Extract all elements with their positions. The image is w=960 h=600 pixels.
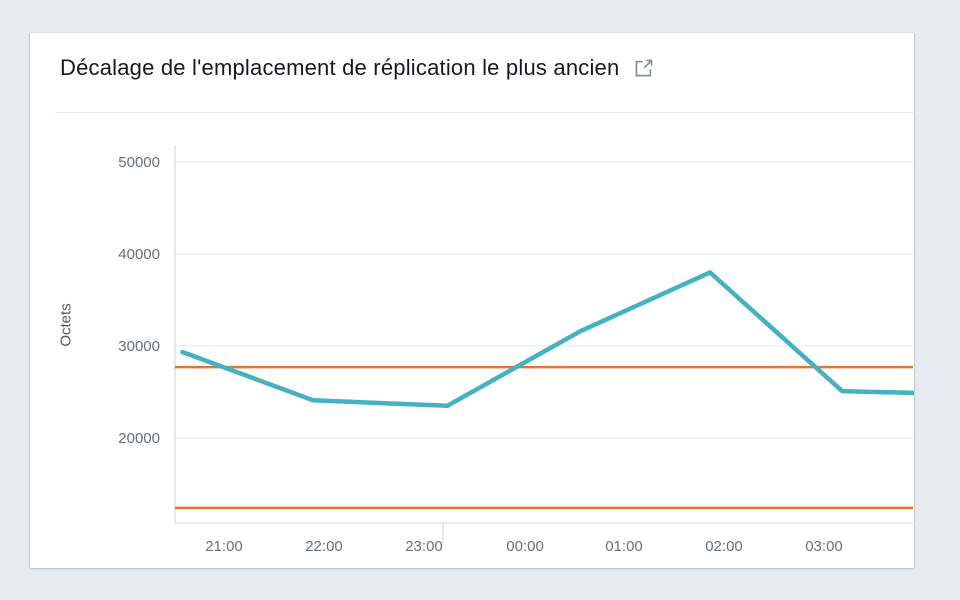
header-divider <box>55 112 913 113</box>
external-link-icon[interactable] <box>633 58 654 79</box>
x-tick-label: 00:00 <box>506 538 544 555</box>
x-tick-label: 22:00 <box>305 538 343 555</box>
x-tick-label: 01:00 <box>605 538 643 555</box>
metric-widget-card: Décalage de l'emplacement de réplication… <box>30 33 914 568</box>
widget-header: Décalage de l'emplacement de réplication… <box>60 55 884 81</box>
x-tick-label: 03:00 <box>805 538 843 555</box>
y-tick-label: 40000 <box>118 246 160 263</box>
widget-title: Décalage de l'emplacement de réplication… <box>60 55 620 80</box>
metric-chart[interactable]: 50000 40000 30000 20000 21:00 22:00 23:00 00:00… <box>30 33 914 568</box>
y-tick-label: 30000 <box>118 338 160 355</box>
y-tick-label: 50000 <box>118 154 160 171</box>
y-tick-label: 20000 <box>118 430 160 447</box>
metric-line-series <box>180 270 914 409</box>
x-tick-label: 02:00 <box>705 538 743 555</box>
x-tick-label: 21:00 <box>205 538 243 555</box>
x-tick-label: 23:00 <box>405 538 443 555</box>
